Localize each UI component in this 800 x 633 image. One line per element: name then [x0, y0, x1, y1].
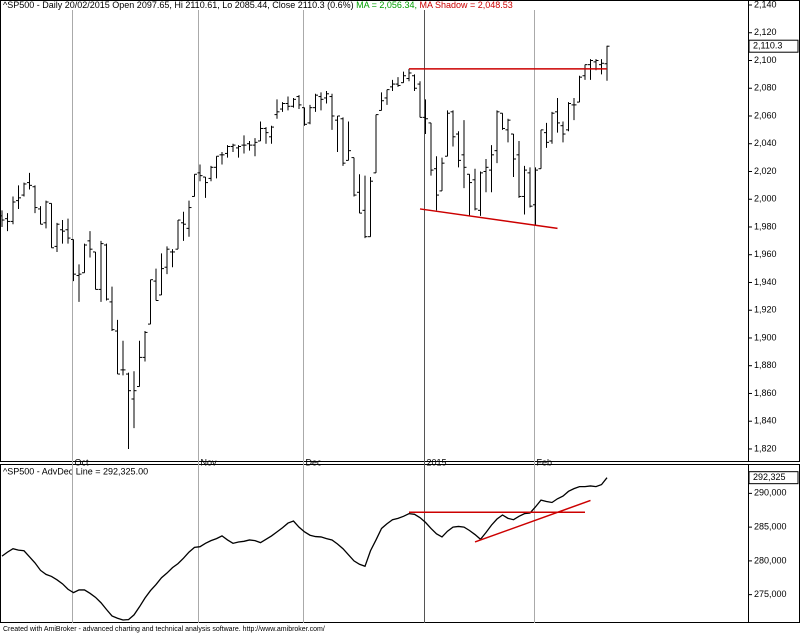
ad-line: [1, 477, 608, 621]
x-tick-label: Dec: [306, 457, 323, 467]
y-tick-label: 1,920: [754, 305, 777, 315]
x-tick-label: Feb: [537, 457, 553, 467]
ma-shadow-label: MA Shadow = 2,048.53: [419, 0, 512, 10]
x-tick-label: 2015: [427, 457, 447, 467]
y-tick-label: 1,820: [754, 443, 777, 453]
y-tick-label: 2,060: [754, 110, 777, 120]
price-panel: [0, 0, 800, 462]
adline-panel: [0, 464, 800, 623]
y-tick-label: 1,860: [754, 388, 777, 398]
footer: Created with AmiBroker - advanced charti…: [3, 626, 325, 633]
x-tick-label: Nov: [201, 457, 218, 467]
y-tick-label: 2,020: [754, 166, 777, 176]
y-tick-label: 290,000: [754, 488, 787, 498]
y-tick-label: 285,000: [754, 522, 787, 532]
y-tick-label: 1,840: [754, 416, 777, 426]
y-tick-label: 2,120: [754, 27, 777, 37]
last-value-label: 292,325: [753, 472, 786, 482]
y-tick-label: 1,940: [754, 277, 777, 287]
y-tick-label: 1,880: [754, 360, 777, 370]
price-title: ^SP500 - Daily 20/02/2015 Open 2097.65, …: [3, 0, 354, 10]
adline-title: ^SP500 - AdvDec Line = 292,325.00: [3, 466, 148, 476]
y-tick-label: 275,000: [754, 589, 787, 599]
trendline: [474, 499, 591, 543]
y-tick-label: 1,900: [754, 332, 777, 342]
y-tick-label: 2,000: [754, 194, 777, 204]
y-tick-label: 2,080: [754, 83, 777, 93]
y-tick-label: 2,140: [754, 0, 777, 9]
x-tick-label: Oct: [75, 457, 90, 467]
price-header: ^SP500 - Daily 20/02/2015 Open 2097.65, …: [3, 0, 513, 10]
ma-label: MA = 2,056.34,: [356, 0, 417, 10]
last-value-box: [748, 39, 799, 53]
y-tick-label: 1,980: [754, 221, 777, 231]
y-tick-label: 1,960: [754, 249, 777, 259]
y-tick-label: 2,040: [754, 138, 777, 148]
y-tick-label: 2,100: [754, 55, 777, 65]
last-value-label: 2,110.3: [753, 41, 782, 51]
last-value-box: [748, 471, 799, 485]
trendline: [419, 208, 558, 230]
y-tick-label: 280,000: [754, 555, 787, 565]
